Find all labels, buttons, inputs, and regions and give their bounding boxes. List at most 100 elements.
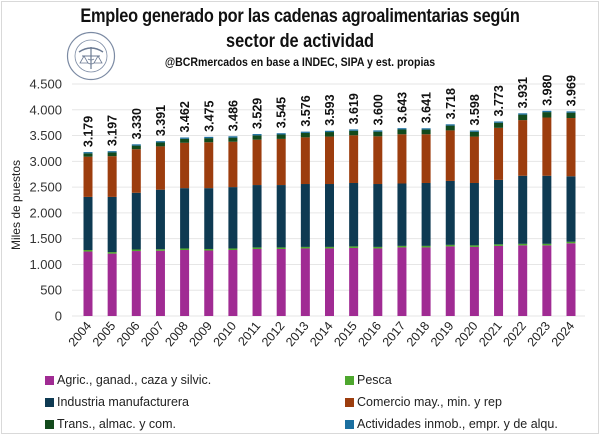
bar-stack-2015 [349, 129, 359, 316]
bar-segment [494, 179, 504, 245]
bar-segment [252, 139, 262, 186]
bars [83, 110, 576, 316]
bar-segment [421, 134, 431, 183]
total-label: 3.462 [178, 101, 192, 132]
total-label: 3.980 [540, 74, 554, 105]
bar-stack-2021 [494, 121, 504, 316]
x-tick-label: 2007 [138, 319, 167, 349]
bar-segment [180, 248, 190, 251]
bar-segment [469, 246, 479, 316]
bar-segment [469, 245, 479, 247]
bar-segment [469, 130, 479, 132]
bar-segment [252, 134, 262, 136]
bar-segment [421, 129, 431, 135]
legend-item-industria: Industria manufacturera [45, 395, 189, 409]
x-tick-label: 2023 [525, 319, 554, 349]
x-tick-label: 2004 [66, 319, 95, 349]
bar-segment [107, 253, 117, 316]
bar-segment [228, 137, 238, 142]
legend-item-comercio: Comercio may., min. y rep [345, 395, 502, 409]
bar-segment [300, 184, 310, 247]
total-labels: 3.179 3.197 3.330 3.391 3.462 3.475 3.486 3.529… [82, 74, 579, 147]
bar-segment [445, 124, 455, 126]
bar-segment [542, 112, 552, 118]
bar-segment [276, 134, 286, 139]
bar-segment [445, 130, 455, 181]
bar-segment [494, 245, 504, 316]
bar-stack-2020 [469, 130, 479, 316]
total-label: 3.330 [130, 108, 144, 139]
bar-segment [445, 125, 455, 131]
y-tick-label: 0 [55, 309, 62, 324]
x-tick-label: 2021 [476, 319, 505, 349]
bar-stack-2017 [397, 128, 407, 316]
bar-segment [155, 250, 165, 316]
bar-stack-2006 [131, 144, 141, 316]
bar-segment [542, 245, 552, 316]
legend-item-agric: Agric., ganad., caza y silvic. [45, 373, 211, 387]
total-label: 3.475 [202, 101, 216, 132]
bar-segment [228, 248, 238, 251]
legend-label: Actividades inmob., empr. y de alqu. [357, 417, 558, 431]
bar-segment [131, 144, 141, 146]
bar-segment [204, 248, 214, 251]
bar-segment [397, 245, 407, 248]
bar-segment [566, 111, 576, 113]
y-tick-label: 500 [40, 283, 62, 298]
bar-segment [131, 145, 141, 150]
bar-segment [83, 156, 93, 197]
bar-segment [276, 138, 286, 186]
bar-stack-2016 [373, 130, 383, 316]
y-tick-label: 1.500 [29, 231, 62, 246]
y-tick-label: 1.000 [29, 257, 62, 272]
bar-segment [131, 249, 141, 252]
legend-swatch [45, 419, 54, 429]
bar-segment [469, 136, 479, 183]
bar-segment [228, 250, 238, 316]
bar-segment [445, 244, 455, 247]
bar-segment [325, 248, 334, 316]
x-tick-label: 2015 [331, 319, 360, 349]
y-tick-label: 4.000 [29, 102, 62, 117]
bar-stack-2008 [180, 137, 190, 316]
bar-segment [445, 246, 455, 316]
bar-segment [252, 135, 262, 140]
y-tick-label: 2.500 [29, 180, 62, 195]
bar-segment [421, 247, 431, 316]
y-tick-label: 4.500 [29, 77, 62, 92]
x-axis-ticks: 2004200520062007200820092010201120122013… [66, 319, 578, 349]
x-tick-label: 2014 [307, 319, 336, 349]
y-axis-ticks: 0 500 1.000 1.500 2.000 2.500 3.000 3.500 4.000 4… [29, 77, 62, 324]
bar-stack-2023 [542, 110, 552, 316]
bar-segment [107, 196, 117, 253]
bar-segment [83, 251, 93, 316]
bar-segment [204, 188, 214, 249]
bar-segment [155, 189, 165, 250]
bar-segment [131, 251, 141, 316]
bar-segment [252, 247, 262, 249]
bar-segment [349, 130, 359, 136]
bar-stack-2014 [325, 130, 334, 316]
bar-segment [83, 250, 93, 252]
bar-segment [518, 245, 528, 316]
x-tick-label: 2008 [162, 319, 191, 349]
bar-segment [300, 131, 310, 133]
bar-segment [325, 136, 334, 185]
legend-swatch [345, 375, 354, 385]
bcr-seal-logo-icon [66, 31, 116, 81]
x-tick-label: 2010 [211, 319, 240, 349]
bar-segment [180, 142, 190, 189]
chart-title-line2: sector de actividad [225, 31, 375, 52]
bar-segment [566, 118, 576, 177]
x-tick-label: 2009 [186, 319, 215, 349]
bar-segment [300, 248, 310, 316]
total-label: 3.643 [395, 92, 409, 123]
bar-segment [566, 241, 576, 244]
x-tick-label: 2018 [404, 319, 433, 349]
bar-segment [397, 134, 407, 184]
bar-segment [397, 128, 407, 130]
total-label: 3.545 [275, 97, 289, 128]
total-label: 3.391 [154, 105, 168, 136]
bar-segment [83, 153, 93, 157]
y-tick-label: 2.000 [29, 205, 62, 220]
